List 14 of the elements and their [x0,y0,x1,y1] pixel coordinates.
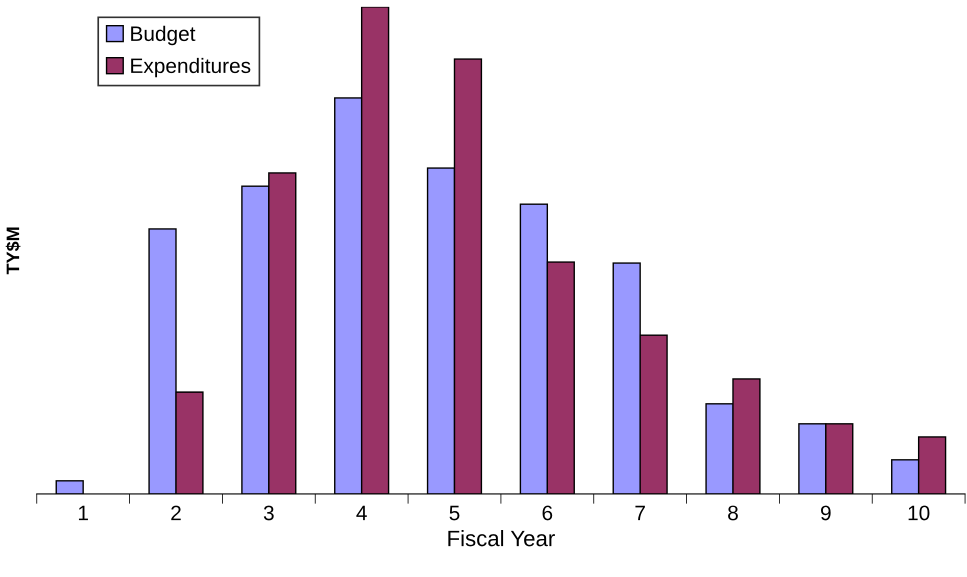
x-tick-label: 10 [908,506,930,520]
legend-label: Budget [131,26,196,46]
x-tick-label: 4 [356,506,367,520]
x-tick-label: 3 [264,506,274,520]
x-tick-label: 5 [450,506,460,520]
x-tick-label: 6 [542,506,552,520]
x-tick-label: 7 [635,506,645,520]
x-tick-label: 1 [78,506,88,520]
x-tick-label: 8 [728,506,738,520]
x-tick-label: 2 [171,506,181,520]
x-tick-label: 9 [821,506,831,520]
x-axis-title: Fiscal Year [448,530,555,546]
y-axis-title: TY$M [6,228,20,274]
legend-label: Expenditures [131,58,250,78]
